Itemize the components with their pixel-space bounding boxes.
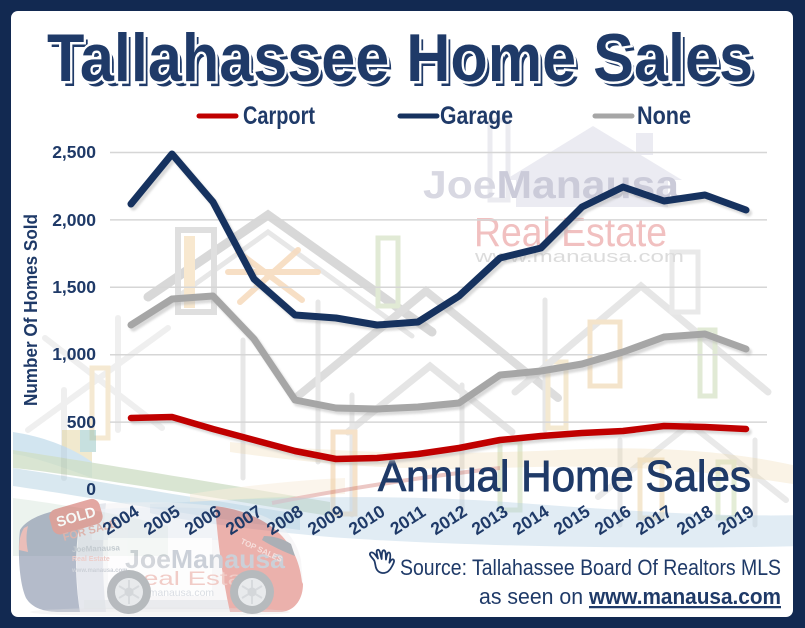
svg-text:Real Estate: Real Estate bbox=[123, 569, 266, 590]
svg-text:2,000: 2,000 bbox=[52, 210, 96, 230]
svg-text:0: 0 bbox=[86, 479, 96, 499]
svg-text:as seen on www.manausa.com: as seen on www.manausa.com bbox=[479, 584, 781, 609]
svg-text:Carport: Carport bbox=[243, 102, 316, 130]
svg-text:Number Of Homes Sold: Number Of Homes Sold bbox=[21, 214, 41, 406]
svg-text:JoeManausa: JoeManausa bbox=[423, 164, 679, 207]
svg-text:2,500: 2,500 bbox=[52, 142, 96, 162]
svg-text:www.manausa.com: www.manausa.com bbox=[71, 568, 127, 574]
svg-text:Real Estate: Real Estate bbox=[72, 556, 110, 563]
svg-text:1,500: 1,500 bbox=[52, 277, 96, 297]
svg-text:JoeManausa: JoeManausa bbox=[72, 543, 121, 554]
svg-text:JoeManausa: JoeManausa bbox=[125, 544, 286, 574]
svg-text:Tallahassee Home Sales: Tallahassee Home Sales bbox=[47, 20, 753, 96]
svg-text:Tallahassee Home Sales: Tallahassee Home Sales bbox=[51, 25, 757, 101]
svg-text:Annual Home Sales: Annual Home Sales bbox=[378, 452, 751, 501]
svg-text:None: None bbox=[637, 102, 691, 130]
svg-text:1,000: 1,000 bbox=[52, 344, 96, 364]
svg-text:500: 500 bbox=[67, 412, 96, 432]
svg-text:Source: Tallahassee Board Of R: Source: Tallahassee Board Of Realtors ML… bbox=[400, 555, 781, 580]
svg-text:Garage: Garage bbox=[440, 102, 513, 130]
